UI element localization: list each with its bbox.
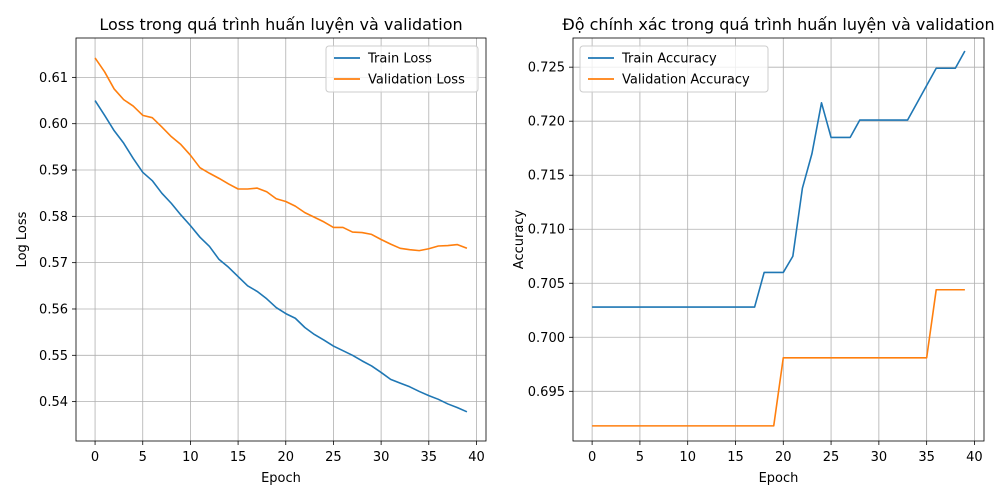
- plot-frame: [572, 37, 985, 442]
- x-tick-label: 35: [421, 450, 438, 465]
- x-tick-label: 40: [966, 450, 983, 465]
- plot-frame: [75, 37, 487, 442]
- x-axis-label: Epoch: [261, 471, 301, 486]
- chart-title: Độ chính xác trong quá trình huấn luyện …: [562, 15, 994, 34]
- legend-box: [325, 45, 479, 93]
- x-tick-label: 10: [182, 450, 199, 465]
- y-tick-label: 0.61: [39, 71, 68, 86]
- x-tick-label: 25: [325, 450, 342, 465]
- x-tick-label: 5: [636, 450, 644, 465]
- legend: Train Accuracy Validation Accuracy: [579, 45, 769, 93]
- x-tick-label: 15: [230, 450, 247, 465]
- x-tick-label: 20: [277, 450, 294, 465]
- y-tick-label: 0.58: [39, 210, 68, 225]
- y-tick-label: 0.55: [39, 349, 68, 364]
- series-line-validation-accuracy: [592, 288, 965, 427]
- y-axis-label: Accuracy: [512, 210, 527, 270]
- y-tick-label: 0.60: [39, 117, 68, 132]
- y-tick-label: 0.725: [528, 61, 565, 76]
- y-tick-label: 0.715: [528, 169, 565, 184]
- legend: Train Loss Validation Loss: [325, 45, 479, 93]
- y-tick-label: 0.700: [528, 331, 565, 346]
- chart-title: Loss trong quá trình huấn luyện và valid…: [99, 15, 462, 34]
- x-tick-label: 35: [918, 450, 935, 465]
- legend-box: [579, 45, 769, 93]
- y-tick-label: 0.720: [528, 115, 565, 130]
- x-tick-label: 30: [373, 450, 390, 465]
- y-tick-label: 0.57: [39, 256, 68, 271]
- x-tick-label: 15: [727, 450, 744, 465]
- x-tick-label: 0: [588, 450, 596, 465]
- x-tick-label: 10: [679, 450, 696, 465]
- x-tick-label: 5: [139, 450, 147, 465]
- legend-label: Validation Loss: [368, 73, 465, 88]
- y-tick-label: 0.54: [39, 395, 68, 410]
- series-line-validation-loss: [94, 57, 468, 252]
- chart-panel-2: 0 5 10 15 20 25 30 35 40 0.695 0.700 0.705 0.710 0.71…: [512, 15, 995, 486]
- y-axis-label: Log Loss: [15, 211, 30, 267]
- y-tick-label: 0.705: [528, 277, 565, 292]
- series-line-train-loss: [94, 100, 468, 413]
- x-tick-label: 0: [91, 450, 99, 465]
- x-tick-label: 20: [775, 450, 792, 465]
- legend-label: Validation Accuracy: [622, 73, 750, 88]
- y-tick-label: 0.695: [528, 385, 565, 400]
- legend-label: Train Accuracy: [621, 52, 717, 67]
- legend-label: Train Loss: [367, 52, 432, 67]
- y-tick-label: 0.59: [39, 164, 68, 179]
- series-line-train-accuracy: [592, 50, 966, 308]
- x-tick-label: 25: [823, 450, 840, 465]
- x-tick-label: 40: [468, 450, 485, 465]
- y-tick-label: 0.710: [528, 223, 565, 238]
- x-tick-label: 30: [871, 450, 888, 465]
- chart-panel-1: 0 5 10 15 20 25 30 35 40 0.54 0.55 0.56 0.57 0.58 0.59…: [15, 15, 487, 486]
- x-axis-label: Epoch: [759, 471, 799, 486]
- y-tick-label: 0.56: [39, 302, 68, 317]
